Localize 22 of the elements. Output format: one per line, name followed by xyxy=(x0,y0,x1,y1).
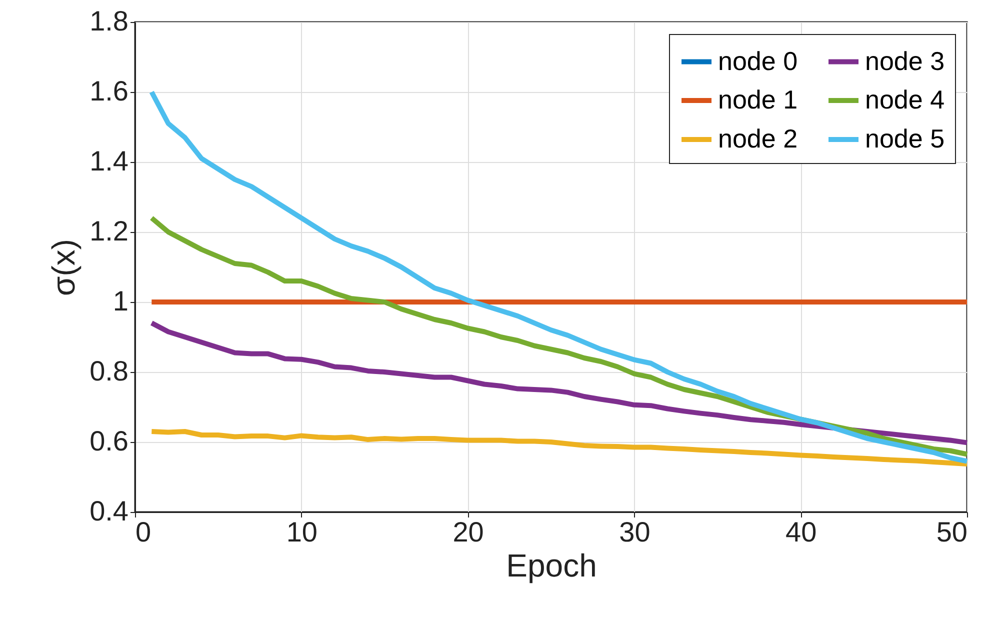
x-axis-title: Epoch xyxy=(506,548,597,584)
legend-label: node 1 xyxy=(718,84,798,114)
x-tick-label: 40 xyxy=(786,516,817,548)
y-tick-label: 0.8 xyxy=(90,356,128,386)
x-tick-label: 10 xyxy=(286,516,318,548)
y-tick-label: 1 xyxy=(112,286,128,316)
x-tick-label: 30 xyxy=(619,516,650,548)
y-tick-label: 1.4 xyxy=(90,146,128,176)
x-tick-label: 0 xyxy=(136,516,152,548)
y-tick-label: 1.6 xyxy=(90,76,128,106)
legend-label: node 2 xyxy=(718,124,798,154)
legend-label: node 0 xyxy=(718,46,798,76)
x-tick-label: 20 xyxy=(452,516,484,548)
y-tick-label: 1.2 xyxy=(90,216,128,246)
legend-label: node 3 xyxy=(865,46,945,76)
y-tick-label: 1.8 xyxy=(90,6,128,36)
y-tick-label: 0.4 xyxy=(90,496,128,526)
y-tick-label: 0.6 xyxy=(90,426,128,456)
y-axis-title: σ(x) xyxy=(46,238,82,296)
legend-label: node 5 xyxy=(865,124,945,154)
legend-label: node 4 xyxy=(865,84,945,114)
x-tick-label: 50 xyxy=(936,516,968,548)
